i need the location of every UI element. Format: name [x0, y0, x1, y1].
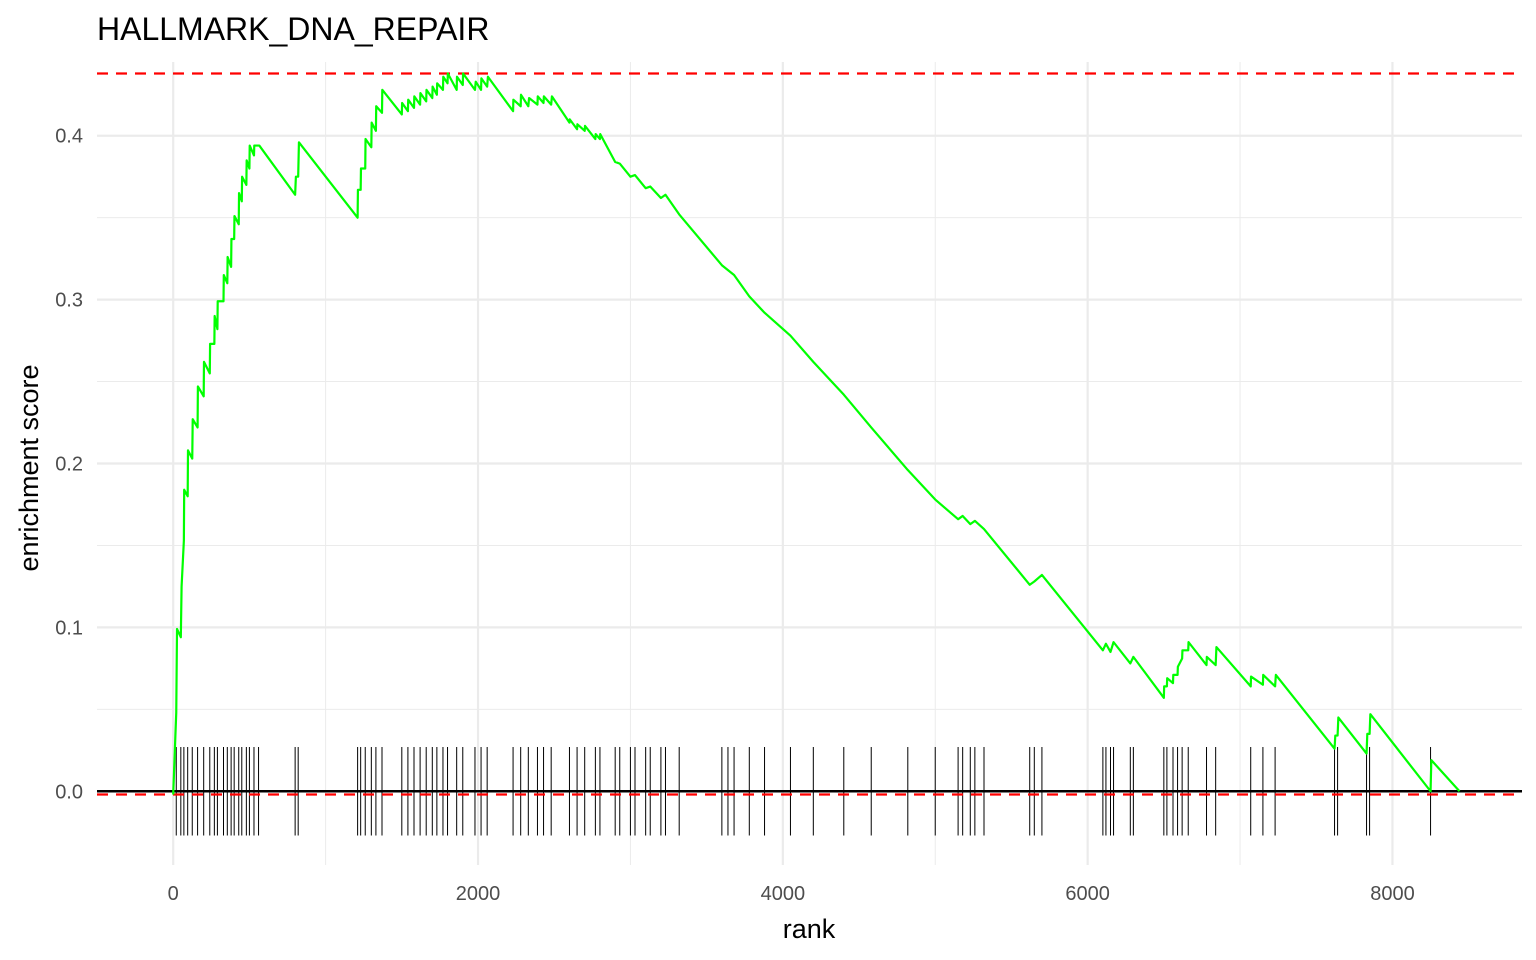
chart-title: HALLMARK_DNA_REPAIR: [97, 11, 489, 47]
x-axis-title: rank: [783, 914, 836, 944]
y-tick-labels: 0.0 0.1 0.2 0.3 0.4: [55, 126, 83, 804]
x-tick-labels: 0 2000 4000 6000 8000: [168, 883, 1415, 905]
x-tick-label: 0: [168, 883, 179, 905]
x-tick-label: 4000: [761, 883, 806, 905]
y-axis-title: enrichment score: [14, 364, 44, 571]
minor-gridlines: [97, 62, 1522, 865]
major-gridlines: [97, 62, 1522, 865]
y-tick-label: 0.4: [55, 126, 83, 148]
enrichment-score-curve: [172, 72, 1461, 795]
y-tick-label: 0.3: [55, 290, 83, 312]
x-tick-label: 2000: [456, 883, 501, 905]
x-tick-label: 6000: [1065, 883, 1110, 905]
x-tick-label: 8000: [1370, 883, 1415, 905]
threshold-lines: [97, 72, 1522, 796]
y-tick-label: 0.2: [55, 454, 83, 476]
y-tick-label: 0.1: [55, 617, 83, 639]
y-tick-label: 0.0: [55, 781, 83, 803]
